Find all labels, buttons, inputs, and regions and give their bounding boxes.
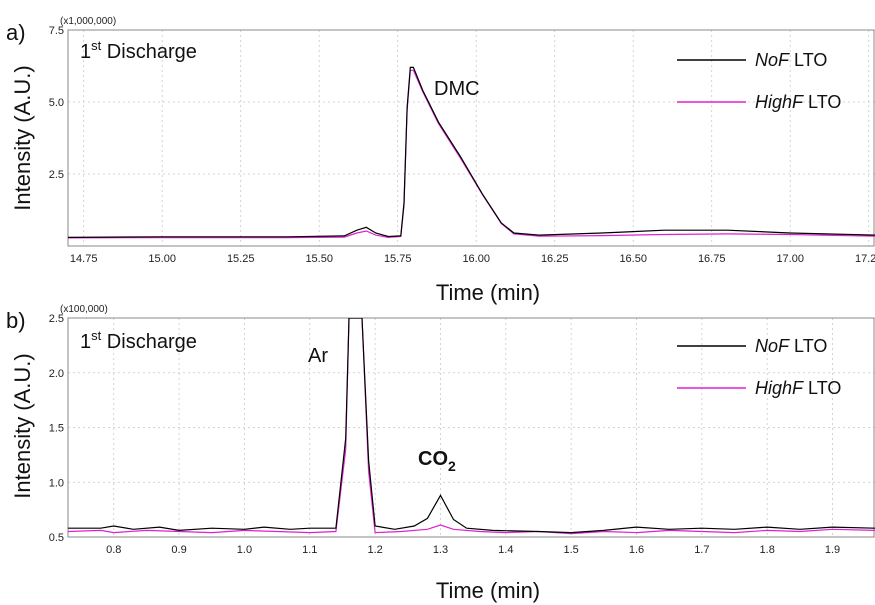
y-tick-label: 2.0 <box>49 368 64 380</box>
panel-b-label: b) <box>6 308 26 333</box>
dmc-peak-label: DMC <box>434 78 480 100</box>
x-tick-label: 1.9 <box>825 544 840 556</box>
x-tick-label: 15.75 <box>384 253 412 265</box>
x-tick-label: 1.0 <box>237 544 252 556</box>
panel-a-multiplier: (x1,000,000) <box>60 16 116 27</box>
x-tick-label: 16.50 <box>619 253 647 265</box>
panel-b-legend: NoF LTO HighF LTO <box>677 336 841 398</box>
x-tick-label: 15.25 <box>227 253 255 265</box>
x-tick-label: 17.25 <box>855 253 875 265</box>
y-tick-label: 1.5 <box>49 423 64 435</box>
panel-b-x-axis-label: Time (min) <box>436 578 540 603</box>
x-tick-label: 15.50 <box>305 253 333 265</box>
x-tick-label: 14.75 <box>70 253 98 265</box>
x-tick-label: 1.8 <box>760 544 775 556</box>
legend-entry-highf: HighF LTO <box>755 92 841 112</box>
x-tick-label: 1.5 <box>564 544 579 556</box>
x-tick-label: 1.1 <box>302 544 317 556</box>
x-tick-label: 0.9 <box>171 544 186 556</box>
panel-a-legend: NoF LTO HighF LTO <box>677 50 841 112</box>
panel-b-y-axis-label: Intensity (A.U.) <box>10 353 35 498</box>
panel-a-y-axis-label: Intensity (A.U.) <box>10 65 35 210</box>
x-tick-label: 16.75 <box>698 253 726 265</box>
y-tick-label: 0.5 <box>49 532 64 544</box>
series-line-highf <box>68 69 875 239</box>
y-tick-label: 1.0 <box>49 477 64 489</box>
panel-b-grid <box>68 317 875 538</box>
legend-entry-highf: HighF LTO <box>755 378 841 398</box>
y-tick-label: 5.0 <box>49 97 64 109</box>
y-tick-label: 2.5 <box>49 313 64 325</box>
y-tick-label: 7.5 <box>49 25 64 37</box>
x-tick-label: 1.3 <box>433 544 448 556</box>
co2-peak-label: CO2 <box>418 448 456 474</box>
series-line-highf <box>68 318 875 535</box>
ar-peak-label: Ar <box>308 345 328 367</box>
y-tick-label: 2.5 <box>49 169 64 181</box>
panel-a: a) (x1,000,000) Intensity (A.U.) Time (m… <box>6 16 875 305</box>
legend-entry-nof: NoF LTO <box>755 50 827 70</box>
x-tick-label: 1.4 <box>498 544 513 556</box>
x-tick-label: 17.00 <box>776 253 804 265</box>
legend-entry-nof: NoF LTO <box>755 336 827 356</box>
series-line-nof <box>68 66 875 238</box>
x-tick-label: 16.25 <box>541 253 569 265</box>
x-tick-label: 15.00 <box>148 253 176 265</box>
panel-a-discharge-label: 1st Discharge <box>80 38 197 63</box>
x-tick-label: 1.6 <box>629 544 644 556</box>
x-tick-label: 1.7 <box>694 544 709 556</box>
panel-b-discharge-label: 1st Discharge <box>80 328 197 353</box>
panel-b-multiplier: (x100,000) <box>60 304 108 315</box>
x-tick-label: 16.00 <box>462 253 490 265</box>
panel-a-grid <box>68 29 875 246</box>
series-line-nof <box>68 318 875 534</box>
plot-frame <box>67 29 875 247</box>
plot-frame <box>67 317 875 538</box>
panel-b: b) (x100,000) Intensity (A.U.) Time (min… <box>6 304 875 603</box>
panel-a-x-axis-label: Time (min) <box>436 280 540 305</box>
panel-a-label: a) <box>6 20 26 45</box>
x-tick-label: 1.2 <box>367 544 382 556</box>
x-tick-label: 0.8 <box>106 544 121 556</box>
